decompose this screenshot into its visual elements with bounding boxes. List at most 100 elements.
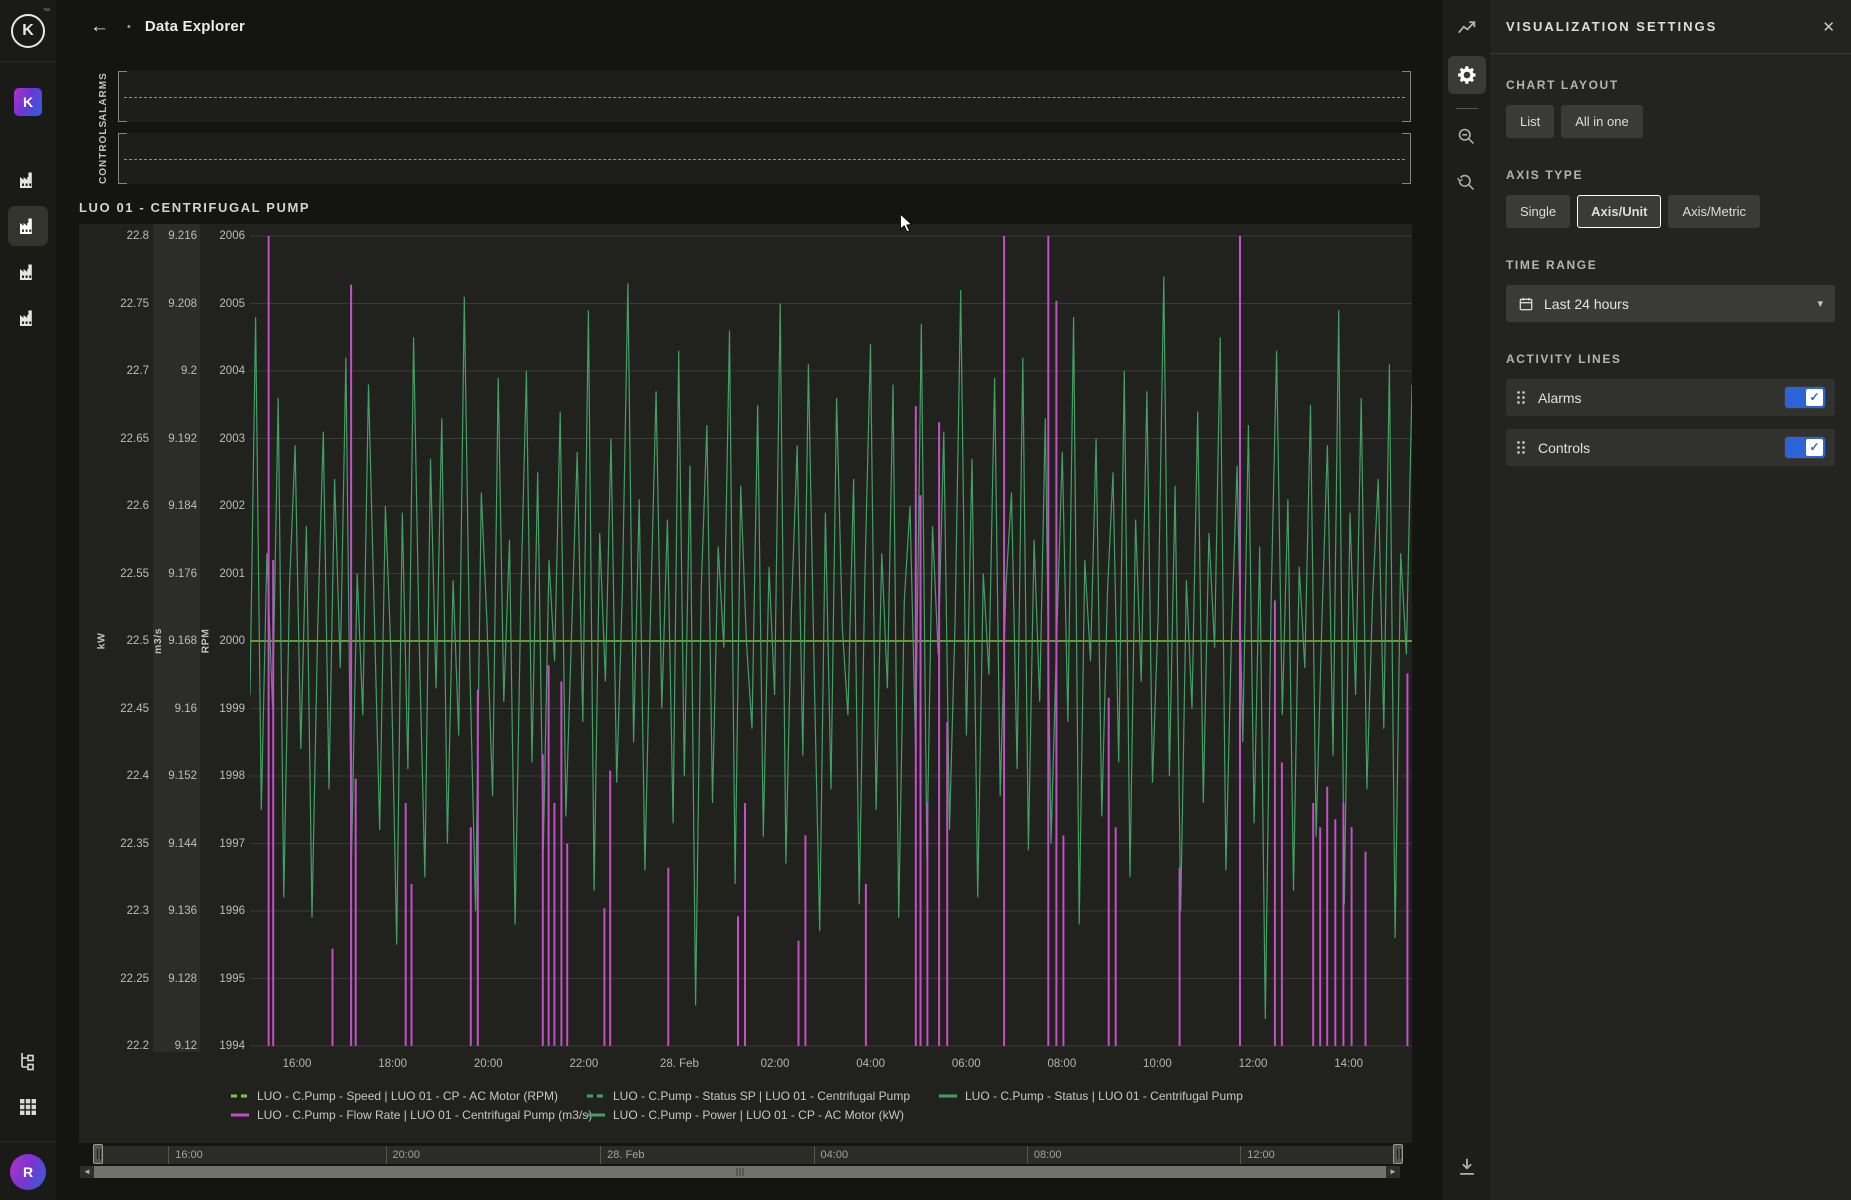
sidebar-item-plant-2[interactable]: [8, 206, 48, 246]
zoom-out-button[interactable]: [1448, 117, 1486, 155]
y-tick-label: 22.2: [101, 1039, 149, 1053]
x-tick-label: 12:00: [1239, 1058, 1268, 1070]
y-tick-label: 22.55: [101, 567, 149, 581]
x-tick-label: 16:00: [283, 1058, 312, 1070]
legend-item[interactable]: LUO - C.Pump - Power | LUO 01 - CP - AC …: [587, 1105, 939, 1124]
y-tick-label: 9.168: [163, 634, 197, 648]
y-tick-label: 22.7: [101, 364, 149, 378]
legend-label: LUO - C.Pump - Speed | LUO 01 - CP - AC …: [257, 1089, 558, 1103]
page-header: ← • Data Explorer: [56, 0, 245, 53]
settings-tool-button[interactable]: [1448, 56, 1486, 94]
y-tick-label: 9.184: [163, 499, 197, 513]
y-tick-label: 9.2: [163, 364, 197, 378]
y-tick-label: 9.152: [163, 769, 197, 783]
legend-item[interactable]: LUO - C.Pump - Flow Rate | LUO 01 - Cent…: [231, 1105, 587, 1124]
trademark-symbol: ™: [43, 8, 50, 15]
sidebar-item-plant-1[interactable]: [8, 160, 48, 200]
navigator-left-handle[interactable]: [93, 1144, 103, 1164]
scroll-left-icon[interactable]: ◄: [80, 1166, 94, 1178]
axis-unit-button[interactable]: Axis/Unit: [1577, 195, 1661, 228]
x-tick-label: 08:00: [1047, 1058, 1076, 1070]
x-axis: 16:0018:0020:0022:0028. Feb02:0004:0006:…: [250, 1058, 1412, 1074]
y-axis-kw: 22.822.7522.722.6522.622.5522.522.4522.4…: [101, 229, 149, 1053]
y-tick-label: 2002: [211, 499, 245, 513]
chart-plot-area[interactable]: [250, 230, 1412, 1052]
sidebar: K ™ K R: [0, 0, 56, 1200]
layout-list-button[interactable]: List: [1506, 105, 1554, 138]
sidebar-item-plant-4[interactable]: [8, 298, 48, 338]
y-tick-label: 1998: [211, 769, 245, 783]
y-tick-label: 22.4: [101, 769, 149, 783]
y-tick-label: 1997: [211, 837, 245, 851]
alarms-track-label: ALARMS: [98, 71, 109, 122]
legend-swatch: [587, 1113, 605, 1117]
y-tick-label: 22.8: [101, 229, 149, 243]
trend-tool-button[interactable]: [1448, 10, 1486, 48]
y-tick-label: 1996: [211, 904, 245, 918]
download-button[interactable]: [1448, 1148, 1486, 1186]
sidebar-bottom: R: [0, 1043, 56, 1200]
y-tick-label: 22.75: [101, 297, 149, 311]
check-icon: ✓: [1806, 389, 1823, 406]
y-tick-label: 1994: [211, 1039, 245, 1053]
y-tick-label: 9.16: [163, 702, 197, 716]
drag-handle-icon[interactable]: [1516, 440, 1526, 455]
asset-tree-icon[interactable]: [10, 1043, 46, 1079]
legend-item[interactable]: LUO - C.Pump - Status | LUO 01 - Centrif…: [939, 1086, 1243, 1105]
y-tick-label: 22.3: [101, 904, 149, 918]
apps-grid-icon[interactable]: [10, 1089, 46, 1125]
close-icon[interactable]: ✕: [1822, 18, 1835, 36]
time-range-select[interactable]: Last 24 hours ▾: [1506, 285, 1835, 322]
legend-swatch: [587, 1094, 605, 1098]
scrollbar-thumb[interactable]: [94, 1166, 1386, 1178]
alarms-toggle[interactable]: ✓: [1785, 387, 1825, 408]
y-tick-label: 9.208: [163, 297, 197, 311]
y-tick-label: 22.5: [101, 634, 149, 648]
panel-title: VISUALIZATION SETTINGS: [1506, 19, 1717, 34]
y-tick-label: 9.12: [163, 1039, 197, 1053]
y-tick-label: 2006: [211, 229, 245, 243]
activity-name: Controls: [1538, 440, 1785, 456]
x-tick-label: 14:00: [1334, 1058, 1363, 1070]
scroll-right-icon[interactable]: ►: [1386, 1166, 1400, 1178]
y-tick-label: 9.216: [163, 229, 197, 243]
y-tick-label: 22.6: [101, 499, 149, 513]
workspace-icon[interactable]: K: [14, 88, 42, 116]
axis-unit-rpm: RPM: [199, 629, 211, 654]
legend-label: LUO - C.Pump - Flow Rate | LUO 01 - Cent…: [257, 1108, 592, 1122]
navigator-label: 08:00: [1027, 1146, 1062, 1164]
sidebar-item-plant-3[interactable]: [8, 252, 48, 292]
activity-lines-label: ACTIVITY LINES: [1506, 352, 1835, 366]
x-tick-label: 10:00: [1143, 1058, 1172, 1070]
user-avatar[interactable]: R: [10, 1154, 46, 1190]
legend-item[interactable]: LUO - C.Pump - Speed | LUO 01 - CP - AC …: [231, 1086, 587, 1105]
controls-toggle[interactable]: ✓: [1785, 437, 1825, 458]
chevron-down-icon: ▾: [1817, 297, 1823, 310]
tool-divider: [1456, 108, 1478, 109]
navigator-label: 12:00: [1240, 1146, 1275, 1164]
data-explorer-screen: K ™ K R: [0, 0, 1851, 1200]
reset-zoom-button[interactable]: [1448, 163, 1486, 201]
navigator-label: 16:00: [168, 1146, 203, 1164]
horizontal-scrollbar: ◄ ►: [80, 1166, 1400, 1178]
navigator-right-handle[interactable]: [1393, 1144, 1403, 1164]
legend-item[interactable]: LUO - C.Pump - Status SP | LUO 01 - Cent…: [587, 1086, 939, 1105]
brand-logo[interactable]: K ™: [0, 0, 56, 62]
layout-all-in-one-button[interactable]: All in one: [1561, 105, 1642, 138]
axis-metric-button[interactable]: Axis/Metric: [1668, 195, 1760, 228]
y-axis-m3s: 9.2169.2089.29.1929.1849.1769.1689.169.1…: [163, 229, 197, 1053]
breadcrumb-dot: •: [127, 21, 131, 33]
back-button[interactable]: ←: [90, 17, 109, 36]
activity-name: Alarms: [1538, 390, 1785, 406]
controls-track-label: CONTROLS: [98, 133, 109, 184]
y-tick-label: 2000: [211, 634, 245, 648]
legend-swatch: [231, 1094, 249, 1098]
x-tick-label: 18:00: [378, 1058, 407, 1070]
y-tick-label: 1999: [211, 702, 245, 716]
legend-swatch: [939, 1094, 957, 1098]
check-icon: ✓: [1806, 439, 1823, 456]
axis-single-button[interactable]: Single: [1506, 195, 1570, 228]
drag-handle-icon[interactable]: [1516, 390, 1526, 405]
y-tick-label: 9.128: [163, 972, 197, 986]
timeline-navigator[interactable]: 16:0020:0028. Feb04:0008:0012:00: [98, 1146, 1399, 1164]
